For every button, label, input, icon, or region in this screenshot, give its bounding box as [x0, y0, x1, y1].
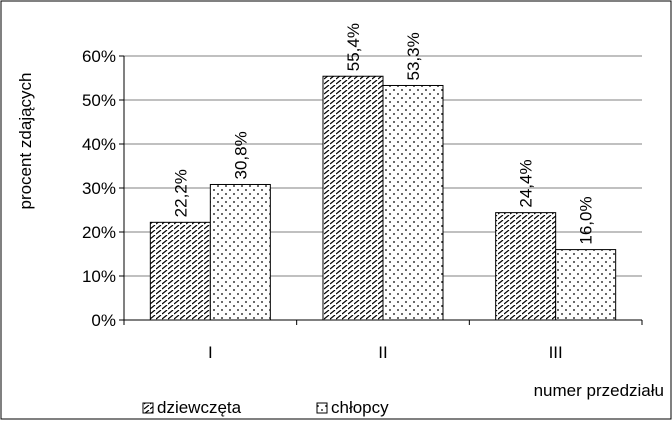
value-labels-group: 22,2% 30,8% 55,4% 53,3% 24,4% 16,0%: [171, 23, 595, 245]
y-tick-label: 40%: [82, 135, 116, 154]
value-label: 24,4%: [517, 159, 536, 207]
y-axis-title: procent zdających: [16, 72, 35, 209]
value-label: 22,2%: [171, 169, 190, 217]
legend-swatch-dziewczeta: [142, 402, 154, 414]
bar-dziewczeta-I: [149, 221, 211, 321]
y-tick-label: 10%: [82, 267, 116, 286]
x-tick-label: III: [549, 343, 563, 362]
y-tick-label: 30%: [82, 179, 116, 198]
bar-chlopcy-I: [209, 183, 271, 321]
value-label: 16,0%: [577, 196, 596, 244]
y-tick-label: 50%: [82, 91, 116, 110]
x-tick-label: I: [208, 343, 213, 362]
y-tick-label: 60%: [82, 47, 116, 66]
y-tick-labels: 0% 10% 20% 30% 40% 50% 60%: [82, 47, 116, 330]
legend-label-chlopcy: chłopcy: [331, 398, 389, 417]
x-axis-title: numer przedziału: [534, 381, 664, 400]
bar-dziewczeta-III: [495, 212, 557, 321]
bars-group: [149, 75, 617, 321]
legend: dziewczęta chłopcy: [142, 398, 389, 417]
axes-group: [119, 55, 643, 325]
x-tick-labels: I II III: [208, 343, 563, 362]
y-tick-label: 20%: [82, 223, 116, 242]
legend-label-dziewczeta: dziewczęta: [157, 398, 242, 417]
bar-dziewczeta-II: [322, 75, 384, 321]
bar-chlopcy-III: [555, 249, 617, 321]
value-label: 30,8%: [231, 131, 250, 179]
legend-item-chlopcy: chłopcy: [316, 398, 389, 417]
y-tick-label: 0%: [91, 311, 116, 330]
value-label: 55,4%: [344, 23, 363, 71]
legend-swatch-chlopcy: [316, 402, 328, 414]
legend-item-dziewczeta: dziewczęta: [142, 398, 242, 417]
bar-chlopcy-II: [382, 84, 444, 321]
x-tick-label: II: [378, 343, 387, 362]
value-label: 53,3%: [404, 32, 423, 80]
